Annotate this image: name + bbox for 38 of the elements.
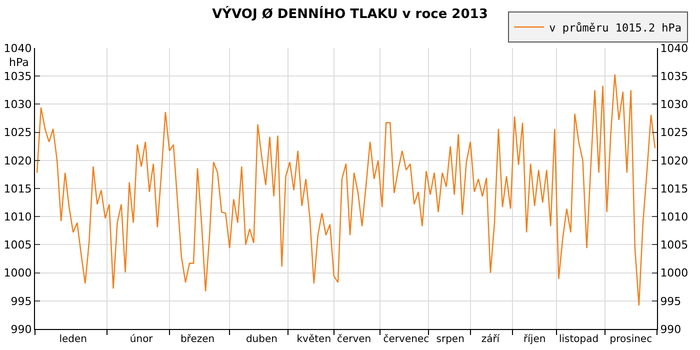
y-tick-label: 1035	[4, 70, 32, 83]
x-tick-label: únor	[130, 334, 154, 345]
y2-tick-label: 1015	[660, 182, 688, 196]
x-tick-label: listopad	[558, 334, 599, 345]
y-tick-label: 1000	[4, 266, 32, 280]
y-tick-label: 1025	[4, 126, 32, 140]
y-tick-label: 1020	[4, 154, 32, 168]
x-tick-label: červenec	[383, 334, 430, 345]
y-tick-label: 990	[10, 322, 32, 336]
y-tick-label: 1010	[4, 210, 32, 224]
y-tick-label: 995	[10, 294, 32, 308]
y2-tick-label: 1030	[660, 98, 688, 112]
legend-label: v průměru 1015.2 hPa	[549, 21, 682, 34]
y-tick-label: 1030	[4, 98, 32, 112]
y2-tick-label: 1020	[660, 154, 688, 168]
y2-tick-label: 1000	[660, 266, 688, 280]
x-tick-label: srpen	[436, 334, 464, 345]
x-tick-label: leden	[59, 334, 88, 345]
x-tick-label: září	[481, 334, 501, 345]
y2-tick-label: 1035	[660, 70, 688, 83]
y-tick-label: 1005	[4, 238, 32, 252]
y2-tick-label: 1010	[660, 210, 688, 224]
line-series	[36, 74, 656, 306]
x-tick-label: prosinec	[610, 334, 652, 345]
y2-tick-label: 990	[660, 322, 682, 336]
y-axis-title: hPa	[9, 56, 29, 69]
y-tick-label: 1015	[4, 182, 32, 196]
y2-tick-label: 1005	[660, 238, 688, 252]
y2-tick-label: 1025	[660, 126, 688, 140]
x-tick-label: duben	[246, 334, 278, 345]
y2-tick-label: 1040	[660, 42, 688, 55]
x-tick-label: květen	[296, 334, 332, 345]
x-tick-label: červen	[336, 334, 372, 345]
y2-tick-label: 995	[660, 294, 682, 308]
chart-title: VÝVOJ Ø DENNÍHO TLAKU v roce 2013	[212, 4, 488, 22]
x-tick-label: březen	[180, 334, 215, 345]
y-tick-label: 1040	[4, 42, 32, 55]
x-tick-label: říjen	[524, 334, 546, 345]
